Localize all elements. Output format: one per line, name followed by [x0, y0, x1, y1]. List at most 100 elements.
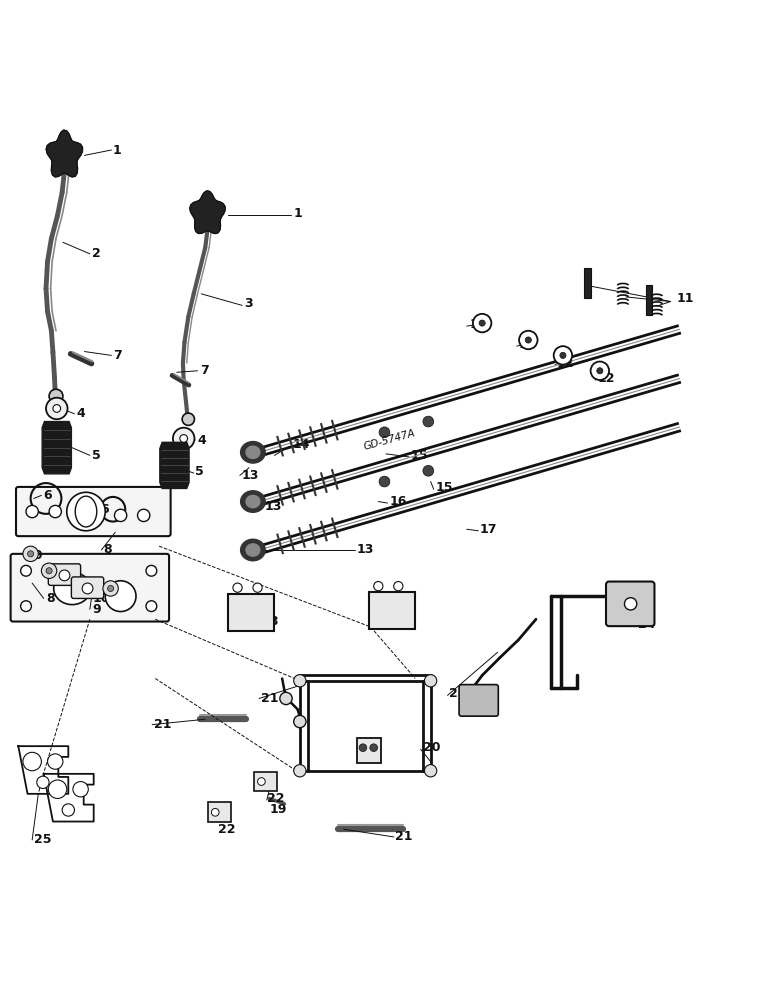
Bar: [584, 268, 591, 298]
Circle shape: [479, 320, 486, 326]
Text: 23: 23: [449, 687, 466, 700]
Text: 21: 21: [395, 830, 413, 843]
Polygon shape: [42, 422, 71, 474]
Circle shape: [26, 505, 39, 518]
Circle shape: [425, 765, 437, 777]
Circle shape: [233, 583, 242, 592]
Circle shape: [49, 780, 66, 798]
Circle shape: [46, 568, 52, 574]
Text: 5: 5: [195, 465, 204, 478]
Text: 24: 24: [638, 618, 655, 631]
Ellipse shape: [246, 495, 260, 508]
Text: 9: 9: [92, 603, 101, 616]
Text: 18: 18: [262, 615, 279, 628]
Text: 22: 22: [267, 792, 284, 805]
Text: 25: 25: [34, 833, 51, 846]
Text: 7: 7: [113, 349, 122, 362]
Ellipse shape: [241, 539, 266, 561]
Circle shape: [293, 715, 306, 728]
Circle shape: [597, 368, 603, 374]
Circle shape: [73, 782, 88, 797]
Text: 10: 10: [59, 572, 76, 585]
Text: 13: 13: [242, 469, 259, 482]
Text: 12: 12: [518, 338, 536, 351]
Text: 8: 8: [46, 592, 55, 605]
Circle shape: [103, 581, 118, 596]
Circle shape: [625, 598, 637, 610]
Text: 6: 6: [44, 489, 52, 502]
Text: 3: 3: [244, 297, 252, 310]
FancyBboxPatch shape: [208, 802, 231, 822]
Circle shape: [182, 413, 195, 425]
Text: 5: 5: [92, 449, 101, 462]
Circle shape: [146, 601, 157, 612]
Text: 16: 16: [390, 495, 407, 508]
FancyBboxPatch shape: [229, 594, 275, 631]
Circle shape: [370, 744, 378, 752]
FancyBboxPatch shape: [11, 554, 169, 622]
FancyBboxPatch shape: [71, 577, 103, 598]
FancyBboxPatch shape: [357, 738, 381, 763]
Circle shape: [359, 744, 367, 752]
Polygon shape: [190, 191, 225, 234]
Text: 1: 1: [293, 207, 303, 220]
Circle shape: [59, 570, 69, 581]
Text: 12: 12: [598, 372, 615, 385]
Circle shape: [23, 752, 42, 771]
Circle shape: [591, 362, 609, 380]
Text: 21: 21: [154, 718, 171, 731]
Text: 9: 9: [76, 578, 86, 591]
Text: 17: 17: [480, 523, 497, 536]
FancyBboxPatch shape: [16, 487, 171, 536]
Text: 19: 19: [269, 803, 286, 816]
Text: 15: 15: [436, 481, 453, 494]
Circle shape: [137, 509, 150, 522]
Circle shape: [48, 754, 63, 769]
Text: 7: 7: [200, 364, 208, 377]
Text: 4: 4: [76, 407, 86, 420]
Circle shape: [46, 398, 67, 419]
Circle shape: [173, 428, 195, 449]
Circle shape: [21, 565, 32, 576]
Ellipse shape: [241, 442, 266, 463]
Circle shape: [374, 582, 383, 591]
Circle shape: [379, 476, 390, 487]
Text: 14: 14: [292, 438, 310, 451]
Circle shape: [146, 565, 157, 576]
Circle shape: [423, 416, 434, 427]
Circle shape: [42, 563, 57, 578]
Text: 10: 10: [92, 592, 110, 605]
Circle shape: [258, 778, 266, 785]
Circle shape: [293, 675, 306, 687]
Text: 13: 13: [357, 543, 374, 556]
Text: 8: 8: [103, 543, 111, 556]
Ellipse shape: [246, 446, 260, 458]
Text: 2: 2: [92, 247, 101, 260]
Bar: [646, 285, 652, 315]
Circle shape: [105, 581, 136, 612]
Text: 20: 20: [423, 741, 440, 754]
FancyBboxPatch shape: [606, 582, 655, 626]
Circle shape: [425, 675, 437, 687]
Circle shape: [525, 337, 531, 343]
Ellipse shape: [54, 572, 90, 605]
FancyBboxPatch shape: [49, 564, 80, 585]
Circle shape: [554, 346, 572, 365]
Circle shape: [66, 492, 105, 531]
Circle shape: [53, 405, 61, 412]
Circle shape: [114, 509, 127, 522]
Circle shape: [21, 601, 32, 612]
Circle shape: [394, 582, 403, 591]
Circle shape: [82, 583, 93, 594]
Ellipse shape: [246, 544, 260, 556]
Circle shape: [253, 583, 262, 592]
Text: 4: 4: [198, 434, 206, 447]
FancyBboxPatch shape: [254, 772, 277, 791]
Circle shape: [23, 546, 39, 562]
Text: 15: 15: [411, 449, 428, 462]
Circle shape: [293, 765, 306, 777]
Text: 22: 22: [218, 823, 235, 836]
Circle shape: [519, 331, 537, 349]
Text: 13: 13: [265, 500, 282, 513]
Circle shape: [423, 465, 434, 476]
